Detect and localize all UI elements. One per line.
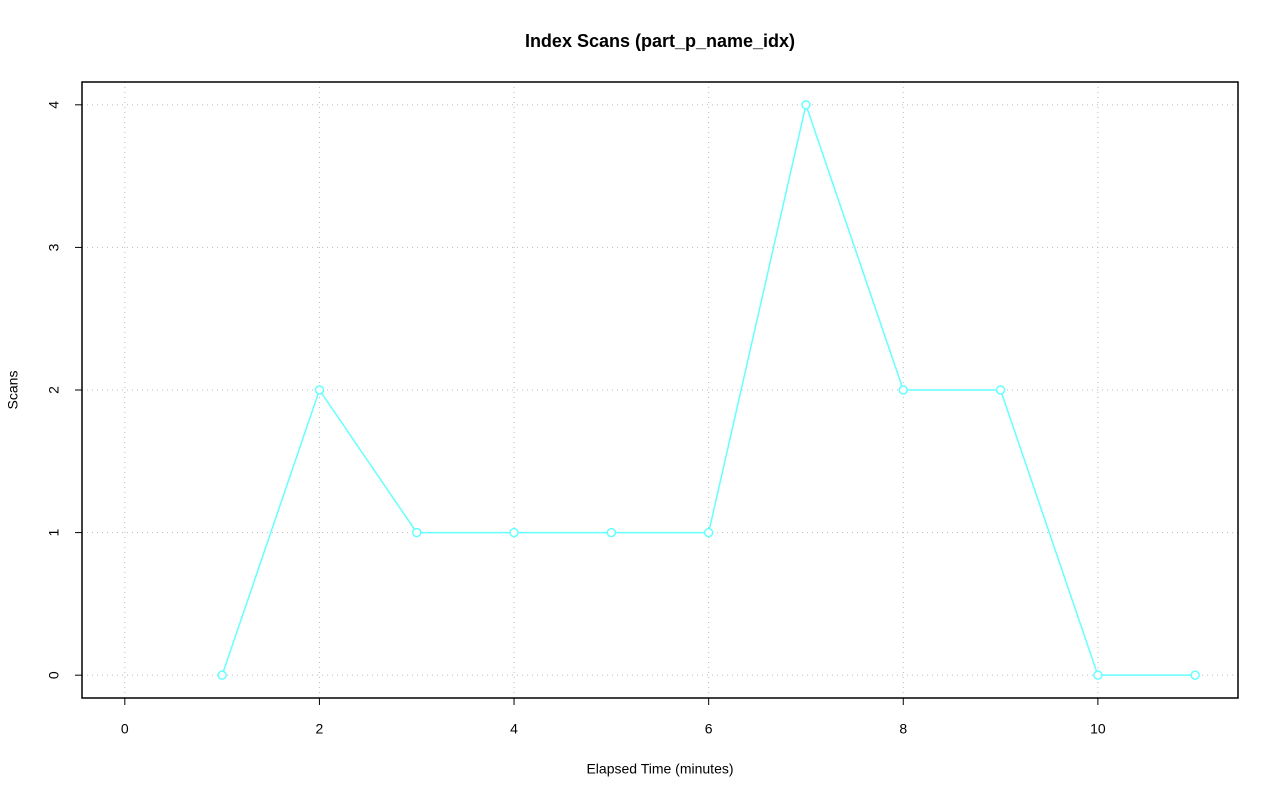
x-tick-label: 0 [121, 721, 129, 737]
y-axis-label: Scans [5, 371, 21, 410]
y-tick-label: 1 [46, 528, 62, 536]
plot-frame [81, 81, 1239, 699]
data-point [606, 527, 617, 538]
data-point [703, 527, 714, 538]
x-tick-label: 8 [899, 721, 907, 737]
data-point [411, 527, 422, 538]
x-tick-label: 10 [1090, 721, 1106, 737]
data-point [801, 100, 811, 110]
x-tick-label: 4 [510, 721, 518, 737]
data-point [1093, 670, 1103, 680]
x-axis-label: Elapsed Time (minutes) [586, 761, 733, 777]
data-point [995, 385, 1006, 395]
y-tick-label: 4 [46, 101, 62, 109]
x-tick-label: 6 [705, 721, 713, 737]
y-tick-label: 2 [46, 386, 62, 394]
data-point [314, 385, 325, 395]
chart-title: Index Scans (part_p_name_idx) [525, 31, 795, 51]
y-tick-label: 3 [46, 243, 62, 251]
data-point [217, 670, 227, 680]
data-point [898, 385, 909, 395]
y-tick-label: 0 [46, 671, 62, 679]
data-point [1190, 670, 1200, 680]
x-tick-label: 2 [316, 721, 324, 737]
data-point [509, 527, 519, 538]
